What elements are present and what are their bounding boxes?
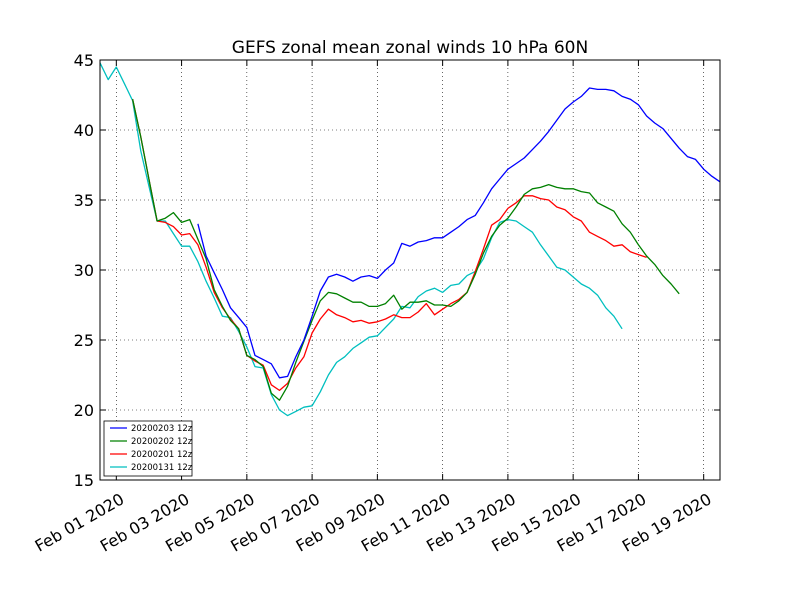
y-tick-label: 45: [74, 51, 94, 70]
series-line-20200203-12z: [197, 87, 721, 379]
y-tick-label: 35: [74, 191, 94, 210]
series-line-20200131-12z: [99, 62, 623, 417]
y-tick-label: 30: [74, 261, 94, 280]
grid: [100, 60, 720, 480]
y-tick-label: 20: [74, 401, 94, 420]
legend-label: 20200201 12z: [131, 450, 193, 460]
series-line-20200202-12z: [131, 99, 680, 401]
series-layer: [99, 62, 721, 417]
y-tick-label: 25: [74, 331, 94, 350]
legend: 20200203 12z 20200202 12z 20200201 12z 2020…: [103, 420, 193, 477]
y-tick-label: 40: [74, 121, 94, 140]
y-tick-label: 15: [74, 471, 94, 490]
legend-label: 20200131 12z: [131, 463, 193, 473]
chart-title: GEFS zonal mean zonal winds 10 hPa 60N: [232, 38, 588, 58]
series-line-20200201-12z: [131, 99, 647, 392]
legend-label: 20200202 12z: [131, 437, 193, 447]
legend-label: 20200203 12z: [131, 424, 193, 434]
